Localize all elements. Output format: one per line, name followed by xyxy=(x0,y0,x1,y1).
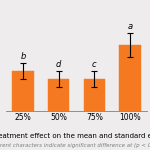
Text: a: a xyxy=(127,22,132,31)
Bar xyxy=(12,71,34,150)
Text: Fig. 7: The treatment effect on the mean and standard error for the p: Fig. 7: The treatment effect on the mean… xyxy=(0,133,150,139)
Bar xyxy=(48,79,69,150)
Bar xyxy=(84,79,105,150)
Text: d: d xyxy=(56,60,61,69)
Text: Different characters indicate significant difference at (p < 0.05): Different characters indicate significan… xyxy=(0,143,150,148)
Text: c: c xyxy=(92,60,97,69)
Bar xyxy=(119,45,141,150)
Text: b: b xyxy=(20,52,26,61)
